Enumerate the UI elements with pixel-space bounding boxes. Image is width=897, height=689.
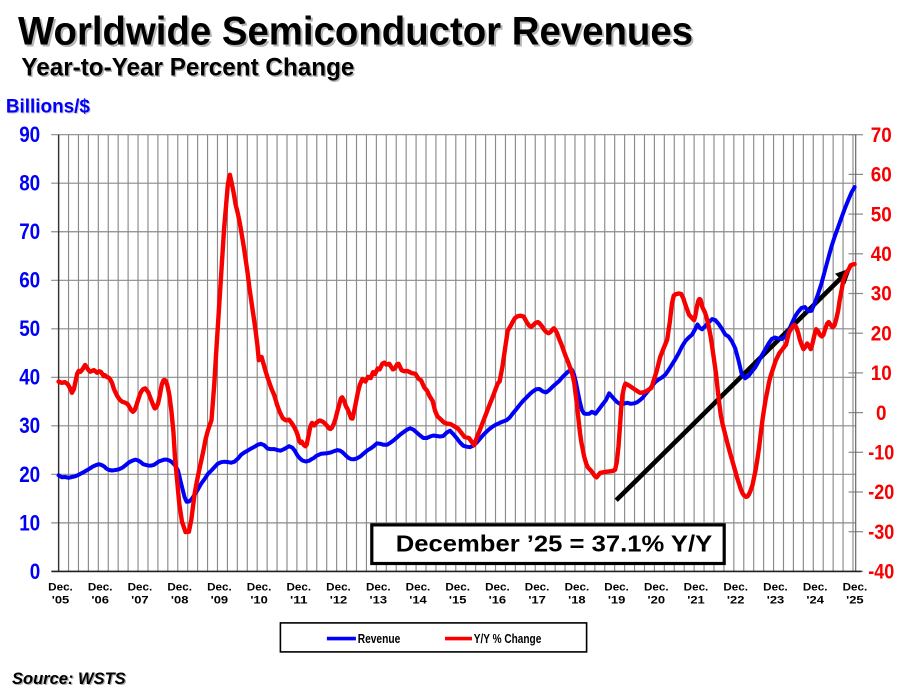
svg-text:90: 90 [19, 122, 40, 147]
svg-text:'09: '09 [211, 595, 229, 607]
svg-text:'11: '11 [290, 595, 308, 607]
svg-text:Dec.: Dec. [287, 581, 312, 593]
svg-text:-40: -40 [868, 561, 894, 584]
svg-text:Dec.: Dec. [803, 581, 828, 593]
svg-text:'24: '24 [806, 595, 825, 607]
svg-text:Dec.: Dec. [485, 581, 510, 593]
svg-text:40: 40 [19, 365, 40, 390]
svg-text:Y/Y % Change: Y/Y % Change [474, 631, 542, 646]
svg-text:Dec.: Dec. [48, 581, 73, 593]
svg-text:Dec.: Dec. [644, 581, 669, 593]
svg-text:'06: '06 [91, 595, 109, 607]
svg-text:Dec.: Dec. [723, 581, 748, 593]
svg-text:10: 10 [19, 510, 40, 535]
svg-text:60: 60 [871, 164, 892, 187]
svg-text:Dec.: Dec. [843, 581, 868, 593]
svg-text:Dec.: Dec. [88, 581, 113, 593]
svg-text:Year-to-Year Percent Change: Year-to-Year Percent Change [21, 54, 354, 82]
svg-text:Dec.: Dec. [763, 581, 788, 593]
svg-text:20: 20 [871, 322, 892, 345]
svg-text:December ’25 = 37.1% Y/Y: December ’25 = 37.1% Y/Y [396, 530, 713, 556]
svg-text:Dec.: Dec. [565, 581, 590, 593]
svg-text:'15: '15 [449, 595, 467, 607]
svg-text:'20: '20 [648, 595, 666, 607]
svg-text:Dec.: Dec. [406, 581, 431, 593]
svg-text:50: 50 [871, 203, 892, 226]
svg-text:'10: '10 [250, 595, 268, 607]
svg-text:Worldwide Semiconductor Revenu: Worldwide Semiconductor Revenues [18, 10, 693, 54]
svg-text:Dec.: Dec. [604, 581, 629, 593]
svg-text:'17: '17 [528, 595, 546, 607]
svg-text:'22: '22 [727, 595, 745, 607]
svg-text:'08: '08 [171, 595, 189, 607]
svg-text:'18: '18 [568, 595, 586, 607]
svg-text:Dec.: Dec. [128, 581, 153, 593]
svg-text:-30: -30 [868, 521, 894, 544]
svg-text:40: 40 [871, 243, 892, 266]
svg-text:'19: '19 [608, 595, 626, 607]
svg-text:Year-to-Year Percent Change: Year-to-Year Percent Change [23, 55, 356, 83]
svg-text:'05: '05 [52, 595, 70, 607]
svg-text:'25: '25 [846, 595, 864, 607]
svg-text:Dec.: Dec. [366, 581, 391, 593]
svg-text:Dec.: Dec. [326, 581, 351, 593]
svg-text:'13: '13 [370, 595, 388, 607]
svg-text:-20: -20 [868, 481, 894, 504]
svg-text:70: 70 [19, 219, 40, 244]
svg-text:30: 30 [871, 283, 892, 306]
svg-text:'16: '16 [489, 595, 507, 607]
svg-text:'14: '14 [409, 595, 428, 607]
svg-text:-10: -10 [868, 442, 894, 465]
svg-text:Billions/$: Billions/$ [6, 97, 90, 118]
svg-text:0: 0 [876, 402, 887, 425]
svg-text:'07: '07 [131, 595, 149, 607]
svg-text:Dec.: Dec. [525, 581, 550, 593]
svg-text:Source: WSTS: Source: WSTS [12, 670, 126, 688]
svg-text:Source: WSTS: Source: WSTS [13, 671, 127, 689]
svg-text:'23: '23 [767, 595, 785, 607]
svg-text:30: 30 [19, 413, 40, 438]
svg-text:Dec.: Dec. [207, 581, 232, 593]
svg-text:Billions/$: Billions/$ [7, 98, 91, 119]
svg-text:10: 10 [871, 362, 892, 385]
svg-text:Dec.: Dec. [247, 581, 272, 593]
svg-text:Dec.: Dec. [684, 581, 709, 593]
svg-text:70: 70 [871, 124, 892, 147]
svg-text:0: 0 [30, 559, 41, 584]
svg-text:Revenue: Revenue [358, 631, 401, 646]
svg-text:80: 80 [19, 171, 40, 196]
svg-text:'12: '12 [330, 595, 348, 607]
svg-text:'21: '21 [687, 595, 705, 607]
svg-text:Dec.: Dec. [167, 581, 192, 593]
svg-text:20: 20 [19, 462, 40, 487]
svg-text:60: 60 [19, 268, 40, 293]
svg-text:Worldwide Semiconductor Revenu: Worldwide Semiconductor Revenues [20, 12, 695, 56]
svg-text:50: 50 [19, 316, 40, 341]
svg-text:Dec.: Dec. [445, 581, 470, 593]
